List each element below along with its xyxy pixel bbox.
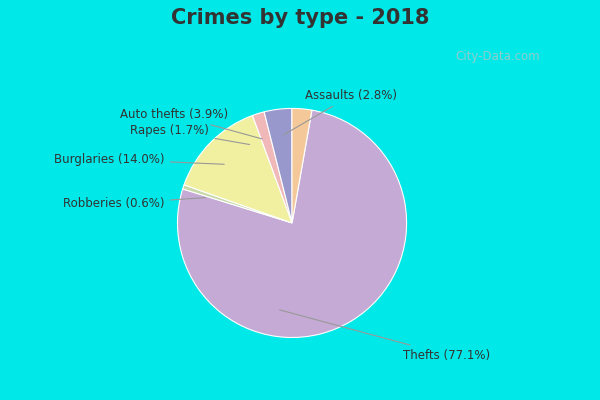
Text: Rapes (1.7%): Rapes (1.7%) bbox=[130, 124, 250, 144]
Wedge shape bbox=[253, 112, 292, 223]
Text: Burglaries (14.0%): Burglaries (14.0%) bbox=[54, 153, 224, 166]
Wedge shape bbox=[178, 110, 407, 338]
Text: Auto thefts (3.9%): Auto thefts (3.9%) bbox=[120, 108, 262, 139]
Text: Thefts (77.1%): Thefts (77.1%) bbox=[280, 310, 491, 362]
Text: Crimes by type - 2018: Crimes by type - 2018 bbox=[171, 8, 429, 28]
Wedge shape bbox=[264, 108, 292, 223]
Wedge shape bbox=[182, 185, 292, 223]
Text: Robberies (0.6%): Robberies (0.6%) bbox=[63, 197, 206, 210]
Wedge shape bbox=[292, 108, 312, 223]
Text: City-Data.com: City-Data.com bbox=[455, 50, 541, 63]
Wedge shape bbox=[184, 116, 292, 223]
Text: Assaults (2.8%): Assaults (2.8%) bbox=[284, 89, 397, 135]
